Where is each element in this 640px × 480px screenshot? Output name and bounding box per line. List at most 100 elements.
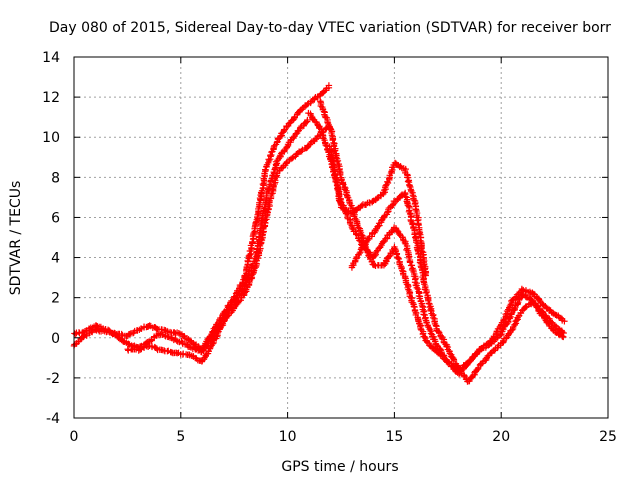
data-point	[446, 350, 454, 357]
data-point	[389, 201, 397, 208]
data-point	[406, 182, 413, 190]
data-point	[118, 330, 125, 338]
x-tick-label: 0	[70, 429, 79, 445]
data-point	[412, 234, 419, 241]
data-point	[328, 132, 336, 139]
y-tick-label: 14	[42, 50, 60, 66]
x-tick-label: 5	[176, 429, 185, 445]
data-point	[257, 235, 265, 243]
data-point	[180, 350, 187, 357]
data-point	[331, 147, 339, 154]
y-tick-label: 0	[51, 331, 60, 347]
data-point	[560, 333, 567, 341]
data-point	[311, 95, 318, 102]
series-track-6	[326, 143, 430, 279]
data-point	[343, 191, 350, 198]
data-point	[125, 347, 132, 354]
data-point	[429, 314, 437, 322]
data-point	[424, 322, 431, 330]
data-point	[340, 205, 347, 212]
data-point	[410, 196, 418, 204]
data-point	[450, 355, 457, 362]
data-point	[555, 330, 562, 338]
data-point	[413, 284, 421, 291]
data-point	[304, 116, 311, 124]
data-point	[244, 272, 252, 279]
data-point	[381, 186, 388, 194]
data-point	[259, 180, 267, 188]
data-point	[365, 252, 373, 260]
series-track-4	[305, 109, 567, 378]
data-point	[497, 331, 504, 339]
series-track-5	[317, 98, 568, 373]
data-point	[506, 304, 513, 311]
x-axis-label: GPS time / hours	[281, 459, 398, 475]
data-point	[237, 281, 245, 289]
data-point	[241, 289, 249, 296]
y-tick-label: -4	[46, 411, 60, 427]
y-tick-label: 10	[42, 130, 60, 146]
data-point	[556, 331, 563, 339]
data-point	[416, 230, 423, 237]
data-point	[561, 318, 568, 325]
tick-layer: 0 5 10 15 20 25 -4 -2 0 2 4 6 8 10 12 14	[42, 50, 617, 445]
x-tick-label: 25	[599, 429, 617, 445]
data-point	[508, 326, 516, 334]
data-point	[333, 185, 341, 192]
data-point	[126, 330, 134, 338]
data-point	[261, 217, 269, 224]
data-point	[358, 202, 365, 209]
data-point	[408, 187, 415, 195]
data-point	[394, 254, 402, 262]
data-point	[413, 238, 420, 246]
data-point	[453, 362, 461, 369]
y-tick-label: 12	[42, 90, 60, 106]
y-tick-label: 2	[51, 291, 60, 307]
data-point	[427, 306, 434, 314]
data-point	[397, 192, 405, 199]
data-point	[427, 330, 435, 337]
data-point	[153, 345, 160, 352]
data-point	[262, 199, 269, 207]
data-point	[416, 259, 424, 266]
data-point	[325, 82, 333, 89]
data-point	[209, 340, 216, 348]
data-point	[522, 293, 530, 301]
y-tick-label: 6	[51, 210, 60, 226]
series-track-7	[348, 189, 567, 385]
y-tick-label: -2	[46, 371, 60, 387]
x-tick-label: 15	[385, 429, 403, 445]
data-point	[511, 321, 519, 328]
data-point	[372, 226, 379, 234]
data-point	[289, 134, 297, 141]
data-point	[304, 100, 311, 108]
x-tick-label: 20	[492, 429, 510, 445]
data-point	[423, 288, 430, 296]
y-tick-label: 4	[51, 251, 60, 267]
data-point	[388, 168, 395, 175]
series-track-2	[71, 116, 311, 356]
data-point	[371, 252, 379, 259]
data-point	[421, 333, 428, 341]
y-tick-label: 8	[51, 170, 60, 186]
data-point	[329, 161, 337, 168]
data-point	[175, 329, 183, 337]
data-point	[283, 143, 291, 151]
data-point	[163, 327, 171, 335]
data-point	[518, 285, 526, 293]
grid-layer	[74, 57, 608, 418]
data-point	[297, 124, 304, 131]
plot-frame	[73, 56, 609, 419]
data-point	[404, 178, 412, 185]
data-point	[86, 325, 93, 333]
data-point	[395, 255, 403, 263]
x-tick-label: 10	[279, 429, 297, 445]
data-point	[273, 158, 280, 165]
data-point	[374, 194, 381, 202]
data-point	[488, 348, 496, 356]
data-point	[407, 262, 415, 269]
data-point	[272, 173, 280, 180]
data-point	[277, 133, 284, 140]
data-point	[298, 148, 305, 155]
